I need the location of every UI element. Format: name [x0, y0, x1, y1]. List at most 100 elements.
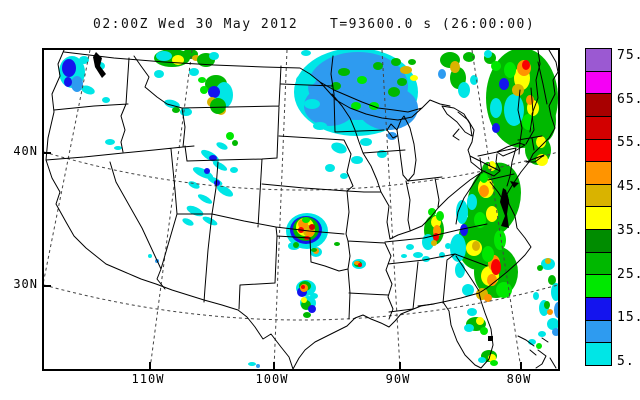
radar-echo	[309, 224, 315, 230]
radar-echo	[438, 69, 446, 79]
radar-echo	[182, 218, 194, 226]
radar-echo	[462, 284, 474, 296]
canada-border	[63, 50, 541, 171]
radar-echo	[156, 51, 172, 61]
colorbar-cell-8	[585, 229, 612, 253]
radar-echo	[436, 211, 444, 221]
radar-echo	[301, 50, 311, 56]
radar-echo	[186, 205, 204, 217]
radar-echo	[189, 68, 199, 76]
radar-echo	[536, 136, 546, 148]
radar-echo	[413, 252, 423, 258]
radar-echo	[474, 212, 486, 228]
radar-echo	[464, 324, 474, 332]
radar-echo	[478, 357, 486, 363]
radar-echo	[496, 282, 512, 298]
radar-echo	[209, 52, 219, 60]
colorbar-cell-9	[585, 251, 612, 276]
radar-echo	[428, 208, 436, 216]
colorbar-cell-11	[585, 297, 612, 321]
radar-echo	[304, 99, 320, 109]
colorbar-cell-6	[585, 183, 612, 208]
radar-echo	[458, 82, 470, 98]
radar-echo	[512, 84, 524, 96]
radar-echo	[490, 98, 502, 118]
radar-echo	[212, 161, 228, 171]
chesapeake-bay	[500, 188, 509, 228]
radar-echo	[400, 66, 412, 74]
radar-echo	[526, 95, 534, 105]
radar-echo	[536, 343, 542, 349]
radar-echo	[467, 194, 477, 210]
radar-echo	[492, 123, 500, 133]
radar-echo	[431, 240, 437, 246]
radar-echo	[357, 76, 367, 84]
great-lakes	[319, 81, 545, 182]
radar-echo	[450, 61, 460, 73]
radar-echo	[547, 318, 558, 330]
map-frame	[42, 48, 560, 371]
radar-echo	[482, 246, 494, 262]
radar-echo	[293, 242, 299, 248]
radar-echo	[538, 331, 546, 337]
lat-label-40n: 40N	[13, 144, 38, 158]
radar-echo	[480, 327, 488, 335]
radar-echo	[487, 274, 497, 286]
radar-echo	[554, 302, 558, 318]
radar-echo	[391, 58, 401, 66]
radar-echo	[360, 138, 372, 146]
lon-label-100w: 100W	[255, 372, 289, 386]
colorbar-label-5: 5.	[617, 353, 635, 369]
radar-echo	[484, 294, 492, 302]
radar-echo	[467, 308, 477, 316]
radar-echo	[154, 70, 164, 78]
radar-echo	[455, 262, 465, 278]
radar-echo	[148, 254, 152, 258]
radar-echo	[62, 59, 76, 77]
radar-echo	[397, 78, 407, 86]
lon-label-80w: 80W	[506, 372, 532, 386]
radar-echo	[311, 248, 317, 252]
colorbar-label-35: 35.	[617, 222, 640, 238]
radar-echo	[71, 76, 83, 92]
radar-echo	[472, 241, 480, 251]
lon-label-110w: 110W	[131, 372, 165, 386]
meridian-90w	[381, 50, 401, 369]
state-boundaries	[45, 50, 558, 369]
colorbar-cell-7	[585, 206, 612, 231]
radar-echo	[522, 60, 530, 70]
bahamas-islands	[517, 335, 557, 369]
radar-echo	[499, 78, 509, 90]
radar-echo	[479, 185, 489, 197]
radar-echo	[105, 139, 115, 145]
radar-echo	[208, 86, 220, 98]
radar-echo	[114, 146, 122, 150]
radar-echo	[304, 86, 356, 126]
colorbar-cell-5	[585, 161, 612, 185]
radar-echo	[306, 229, 314, 237]
radar-echo	[476, 317, 484, 325]
radar-echo-layer	[59, 50, 558, 368]
radar-echo	[197, 194, 213, 204]
axis-ticks	[44, 152, 522, 369]
radar-echo	[334, 242, 340, 246]
radar-echo	[470, 75, 478, 85]
delaware-bay	[510, 181, 519, 188]
radar-echo	[232, 140, 238, 146]
reflectivity-colorbar	[585, 48, 612, 366]
radar-echo	[445, 243, 451, 249]
radar-echo	[301, 297, 307, 303]
lat-label-30n: 30N	[13, 277, 38, 291]
radar-echo	[102, 97, 110, 103]
meridian-100w	[273, 50, 288, 369]
colorbar-cell-2	[585, 93, 612, 117]
radar-echo	[548, 275, 556, 285]
water-bodies	[93, 52, 519, 341]
conus-radar-map	[44, 50, 558, 369]
colorbar-label-65: 65.	[617, 91, 640, 107]
colorbar-cell-10	[585, 274, 612, 299]
radar-echo	[537, 265, 543, 271]
radar-echo	[216, 142, 228, 150]
radar-echo	[301, 285, 305, 289]
